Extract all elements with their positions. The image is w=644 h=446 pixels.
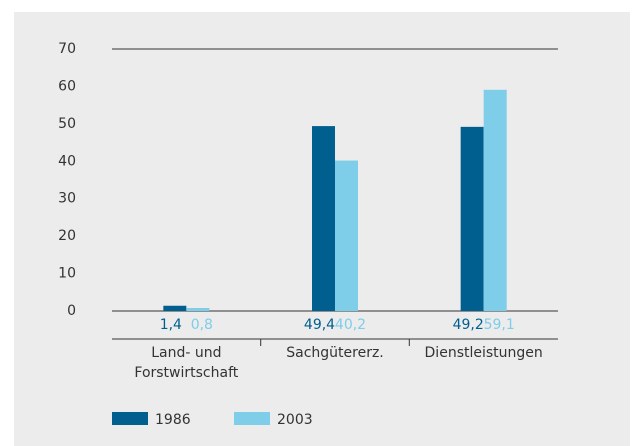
value-label: 1,4 xyxy=(160,317,182,333)
bar xyxy=(186,308,210,311)
legend-swatch xyxy=(112,412,148,425)
bar xyxy=(312,126,335,311)
y-tick-label: 70 xyxy=(58,41,76,57)
bar xyxy=(483,89,507,311)
bar xyxy=(163,305,187,311)
value-label: 49,2 xyxy=(453,317,484,333)
x-tick-label: Dienstleistungen xyxy=(424,345,543,361)
value-label: 0,8 xyxy=(191,317,213,333)
y-tick-label: 50 xyxy=(58,116,76,132)
value-label: 49,4 xyxy=(304,317,335,333)
x-tick-label: Land- und Forstwirtschaft xyxy=(134,345,239,381)
y-tick-label: 30 xyxy=(58,191,76,207)
y-tick-label: 20 xyxy=(58,228,76,244)
legend-label: 1986 xyxy=(155,412,191,428)
y-tick-label: 0 xyxy=(67,303,76,319)
legend-swatch xyxy=(234,412,270,425)
y-tick-label: 60 xyxy=(58,78,76,94)
value-label: 40,2 xyxy=(335,317,366,333)
legend-label: 2003 xyxy=(277,412,313,428)
value-label: 59,1 xyxy=(484,317,515,333)
y-tick-label: 10 xyxy=(58,266,76,282)
bar xyxy=(335,160,358,311)
bar xyxy=(460,126,484,311)
y-tick-label: 40 xyxy=(58,153,76,169)
x-tick-label: Sachgütererz. xyxy=(286,345,384,361)
